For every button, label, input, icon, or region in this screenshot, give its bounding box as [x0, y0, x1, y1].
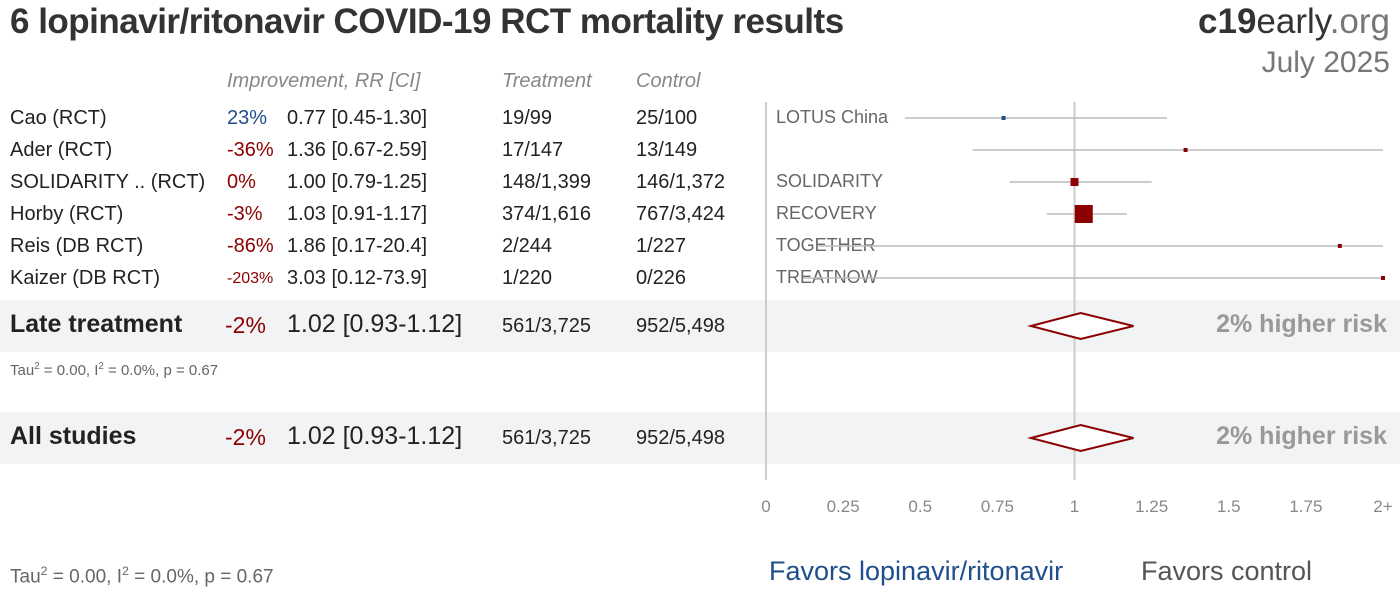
table-row[interactable]: Reis (DB RCT) -86% 1.86 [0.17-20.4] 2/244 1/… — [0, 230, 1400, 262]
summary-diamond — [1026, 311, 1134, 341]
brand-tld: .org — [1329, 2, 1390, 41]
brand-logo[interactable]: c19early.org — [1198, 2, 1390, 42]
column-header-control: Control — [636, 70, 701, 92]
study-treatment: 374/1,616 — [502, 203, 591, 225]
study-name[interactable]: Horby (RCT) — [10, 203, 124, 225]
study-trial-label: TREATNOW — [776, 267, 878, 287]
summary-result: 2% higher risk — [1216, 422, 1387, 450]
all-heterogeneity-stats: Tau2 = 0.00, I2 = 0.0%, p = 0.67 — [10, 564, 274, 588]
study-trial-label: TOGETHER — [776, 235, 876, 255]
brand-bold: c19 — [1198, 2, 1257, 41]
chart-title: 6 lopinavir/ritonavir COVID-19 RCT morta… — [10, 2, 844, 41]
study-name[interactable]: Ader (RCT) — [10, 139, 113, 161]
study-point-estimate — [1183, 148, 1188, 152]
study-point-estimate — [1001, 116, 1006, 120]
study-improvement: -3% — [227, 203, 263, 225]
x-tick-label: 0.75 — [981, 497, 1014, 516]
study-control: 13/149 — [636, 139, 698, 161]
summary-rr: 1.02 [0.93-1.12] — [287, 422, 463, 450]
study-name[interactable]: Cao (RCT) — [10, 107, 107, 129]
summary-band-all — [0, 412, 1400, 464]
favors-treatment-label: Favors lopinavir/ritonavir — [769, 556, 1064, 586]
favors-control-label: Favors control — [1141, 556, 1313, 586]
study-rr: 1.36 [0.67-2.59] — [287, 139, 428, 161]
study-treatment: 148/1,399 — [502, 171, 591, 193]
study-name[interactable]: SOLIDARITY .. (RCT) — [10, 171, 206, 193]
summary-control: 952/5,498 — [636, 427, 725, 449]
study-name[interactable]: Reis (DB RCT) — [10, 235, 144, 257]
summary-band-late — [0, 300, 1400, 352]
study-name[interactable]: Kaizer (DB RCT) — [10, 267, 161, 289]
x-tick-label: 1.75 — [1289, 497, 1322, 516]
summary-treatment: 561/3,725 — [502, 315, 591, 337]
column-header-improvement: Improvement, RR [CI] — [227, 70, 421, 92]
study-control: 767/3,424 — [636, 203, 725, 225]
x-tick-label: 1.25 — [1135, 497, 1168, 516]
study-improvement: 0% — [227, 171, 256, 193]
table-row[interactable]: Horby (RCT) -3% 1.03 [0.91-1.17] 374/1,616 7… — [0, 198, 1400, 230]
study-improvement: -203% — [227, 270, 274, 287]
study-point-estimate — [1074, 205, 1093, 223]
study-rr: 1.86 [0.17-20.4] — [287, 235, 428, 257]
summary-name: All studies — [10, 422, 137, 450]
table-row[interactable]: SOLIDARITY .. (RCT) 0% 1.00 [0.79-1.25] 148… — [0, 166, 1400, 198]
study-trial-label: LOTUS China — [776, 107, 889, 127]
study-point-estimate — [1337, 244, 1342, 248]
x-tick-label: 0.5 — [908, 497, 932, 516]
study-rr: 1.03 [0.91-1.17] — [287, 203, 428, 225]
study-control: 25/100 — [636, 107, 698, 129]
x-tick-label: 0 — [761, 497, 770, 516]
table-row[interactable]: Cao (RCT) 23% 0.77 [0.45-1.30] 19/99 25/100 L… — [0, 102, 1400, 134]
x-tick-label: 1 — [1070, 497, 1079, 516]
study-improvement: -36% — [227, 139, 274, 161]
x-tick-label: 1.5 — [1217, 497, 1241, 516]
study-treatment: 19/99 — [502, 107, 553, 129]
study-control: 1/227 — [636, 235, 687, 257]
study-rr: 1.00 [0.79-1.25] — [287, 171, 428, 193]
study-improvement: -86% — [227, 235, 274, 257]
study-trial-label: SOLIDARITY — [776, 171, 884, 191]
summary-control: 952/5,498 — [636, 315, 725, 337]
summary-name: Late treatment — [10, 310, 183, 338]
study-treatment: 17/147 — [502, 139, 564, 161]
study-point-estimate — [1381, 276, 1385, 280]
study-treatment: 2/244 — [502, 235, 553, 257]
report-date: July 2025 — [1261, 46, 1390, 79]
column-header-treatment: Treatment — [502, 70, 592, 92]
late-heterogeneity-stats: Tau2 = 0.00, I2 = 0.0%, p = 0.67 — [10, 361, 219, 379]
x-tick-label: 2+ — [1373, 497, 1392, 516]
summary-diamond — [1026, 423, 1134, 453]
study-control: 0/226 — [636, 267, 687, 289]
summary-improvement: -2% — [225, 424, 266, 450]
study-control: 146/1,372 — [636, 171, 725, 193]
study-rr: 3.03 [0.12-73.9] — [287, 267, 428, 289]
table-row[interactable]: Kaizer (DB RCT) -203% 3.03 [0.12-73.9] 1/22… — [0, 262, 1400, 294]
study-trial-label: RECOVERY — [776, 203, 877, 223]
table-row[interactable]: Ader (RCT) -36% 1.36 [0.67-2.59] 17/147 13/1… — [0, 134, 1400, 166]
summary-result: 2% higher risk — [1216, 310, 1387, 338]
study-point-estimate — [1070, 178, 1079, 186]
summary-improvement: -2% — [225, 312, 266, 338]
summary-treatment: 561/3,725 — [502, 427, 591, 449]
study-treatment: 1/220 — [502, 267, 553, 289]
summary-rr: 1.02 [0.93-1.12] — [287, 310, 463, 338]
study-rr: 0.77 [0.45-1.30] — [287, 107, 428, 129]
study-improvement: 23% — [227, 107, 268, 129]
brand-rest: early — [1256, 2, 1330, 41]
x-tick-label: 0.25 — [827, 497, 860, 516]
